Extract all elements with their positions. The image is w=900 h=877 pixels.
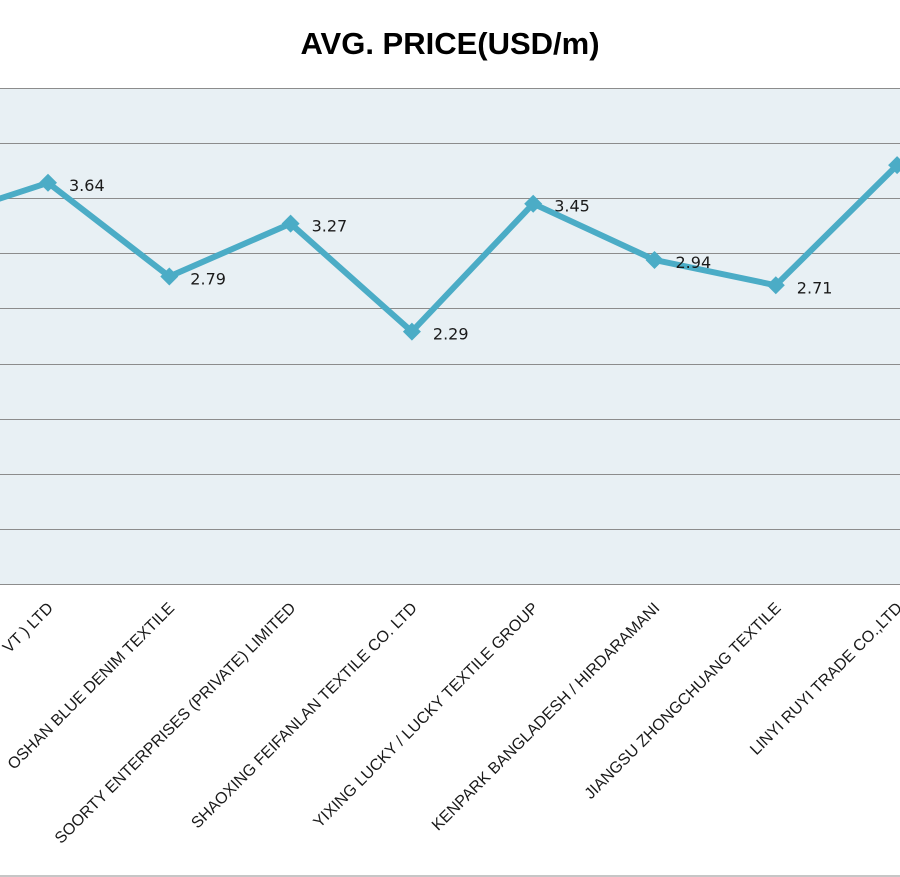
x-tick-label: SHAOXING FEIFANLAN TEXTILE CO. LTD bbox=[188, 600, 420, 832]
x-tick-label: JIANGSU ZHONGCHUANG TEXTILE bbox=[582, 600, 785, 803]
x-tick-label: SOORTY ENTERPRISES (PRIVATE) LIMITED bbox=[52, 600, 300, 848]
data-label: 2.29 bbox=[433, 325, 469, 344]
data-point-marker bbox=[39, 173, 57, 192]
plot-background bbox=[0, 88, 900, 584]
data-point-marker bbox=[524, 194, 543, 213]
data-label: 3.64 bbox=[69, 176, 105, 195]
x-tick-label: KENPARK BANGLADESH / HIRDARAMANI bbox=[429, 600, 663, 834]
data-point-marker bbox=[645, 250, 664, 269]
data-label: 2.71 bbox=[797, 278, 833, 297]
x-tick-label: YIXING LUCKY / LUCKY TEXTILE GROUP bbox=[311, 600, 542, 831]
plot-area bbox=[0, 88, 900, 584]
data-point-marker bbox=[160, 267, 179, 286]
x-tick-label: VT ) LTD bbox=[0, 600, 57, 657]
data-point-marker bbox=[281, 214, 300, 233]
data-point-marker bbox=[766, 276, 785, 295]
grid-lines bbox=[0, 88, 900, 585]
data-labels: 3.64 2.79 3.27 2.29 3.45 2.94 2.71 bbox=[69, 176, 832, 344]
data-label: 2.94 bbox=[676, 253, 712, 272]
data-point-marker bbox=[888, 156, 900, 175]
series-layer bbox=[0, 156, 900, 341]
data-label: 3.27 bbox=[312, 217, 348, 236]
chart-title: AVG. PRICE(USD/m) bbox=[300, 26, 599, 61]
data-label: 3.45 bbox=[554, 197, 590, 216]
data-label: 2.79 bbox=[190, 269, 226, 288]
data-point-marker bbox=[402, 322, 421, 341]
